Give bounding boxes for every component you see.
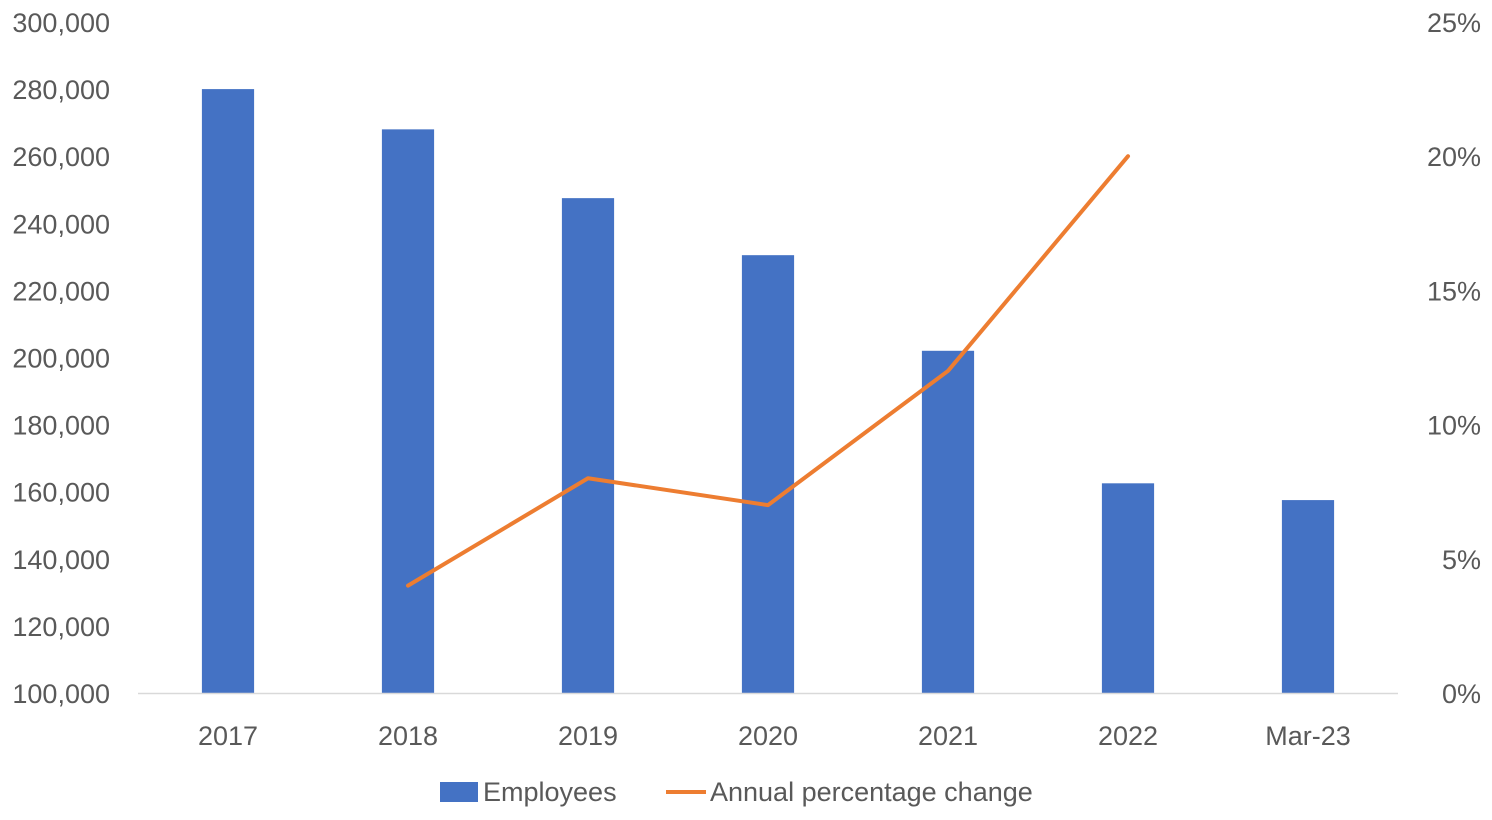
legend-label-annual-percentage-change: Annual percentage change bbox=[710, 777, 1033, 807]
right-tick-label: 15% bbox=[1427, 276, 1481, 306]
legend: Employees Annual percentage change bbox=[440, 777, 1033, 807]
right-y-axis: 0% 5% 10% 15% 20% 25% bbox=[1427, 8, 1481, 709]
right-tick-label: 5% bbox=[1442, 545, 1481, 575]
right-tick-label: 0% bbox=[1442, 679, 1481, 709]
x-tick-label: 2020 bbox=[738, 721, 798, 751]
legend-swatch-employees bbox=[440, 782, 478, 802]
bar-2019 bbox=[561, 198, 615, 693]
x-tick-label: 2022 bbox=[1098, 721, 1158, 751]
x-tick-label: Mar-23 bbox=[1265, 721, 1351, 751]
bar-2021 bbox=[921, 350, 975, 693]
left-tick-label: 200,000 bbox=[12, 344, 110, 374]
right-tick-label: 10% bbox=[1427, 411, 1481, 441]
line-layer bbox=[406, 154, 1130, 588]
x-tick-label: 2019 bbox=[558, 721, 618, 751]
left-tick-label: 140,000 bbox=[12, 545, 110, 575]
bar-2020 bbox=[741, 255, 795, 694]
left-tick-label: 220,000 bbox=[12, 276, 110, 306]
x-tick-label: 2018 bbox=[378, 721, 438, 751]
bar-2022 bbox=[1101, 483, 1155, 693]
left-tick-label: 180,000 bbox=[12, 411, 110, 441]
left-tick-label: 240,000 bbox=[12, 209, 110, 239]
bar-mar-23 bbox=[1281, 500, 1335, 693]
left-tick-label: 100,000 bbox=[12, 679, 110, 709]
bars-layer bbox=[201, 89, 1335, 694]
x-axis: 2017 2018 2019 2020 2021 2022 Mar-23 bbox=[198, 721, 1351, 751]
right-tick-label: 25% bbox=[1427, 8, 1481, 38]
left-tick-label: 120,000 bbox=[12, 612, 110, 642]
bar-2018 bbox=[381, 129, 435, 694]
x-tick-label: 2017 bbox=[198, 721, 258, 751]
left-tick-label: 160,000 bbox=[12, 478, 110, 508]
left-tick-label: 300,000 bbox=[12, 8, 110, 38]
bar-2017 bbox=[201, 89, 255, 694]
left-y-axis: 100,000 120,000 140,000 160,000 180,000 200,0… bbox=[12, 8, 110, 709]
left-tick-label: 260,000 bbox=[12, 142, 110, 172]
left-tick-label: 280,000 bbox=[12, 75, 110, 105]
right-tick-label: 20% bbox=[1427, 142, 1481, 172]
legend-label-employees: Employees bbox=[483, 777, 617, 807]
x-tick-label: 2021 bbox=[918, 721, 978, 751]
